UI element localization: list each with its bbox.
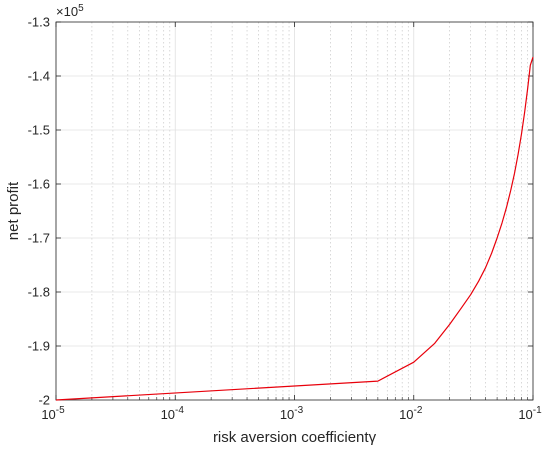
series-line — [55, 56, 534, 401]
y-axis-multiplier: ×105 — [56, 3, 84, 19]
x-tick-label-base: 10 — [280, 407, 294, 422]
series-layer — [55, 56, 534, 401]
y-tick-label: -1.3 — [28, 15, 50, 30]
grid-layer — [55, 22, 534, 400]
x-tick-label-exponent: -3 — [294, 405, 303, 416]
x-tick-label-exponent: -5 — [56, 405, 65, 416]
y-tick-label: -1.4 — [28, 69, 50, 84]
y-multiplier-exponent: 5 — [78, 3, 84, 14]
x-tick-label: 10-2 — [399, 405, 423, 422]
y-tick-label: -1.5 — [28, 123, 50, 138]
y-tick-label: -1.7 — [28, 231, 50, 246]
x-tick-label-exponent: -4 — [175, 405, 184, 416]
y-axis-label: net profit — [5, 181, 22, 240]
x-axis-label: risk aversion coefficientγ — [213, 429, 377, 446]
x-tick-label: 10-4 — [161, 405, 185, 422]
y-multiplier-base: ×10 — [56, 4, 78, 19]
y-tick-label: -1.9 — [28, 339, 50, 354]
x-tick-label: 10-5 — [41, 405, 65, 422]
y-tick-label: -2 — [38, 393, 50, 408]
x-tick-label-exponent: -1 — [533, 405, 542, 416]
y-tick-label: -1.6 — [28, 177, 50, 192]
x-tick-label-base: 10 — [41, 407, 55, 422]
label-layer: risk aversion coefficientγ net profit ×1… — [5, 3, 377, 446]
y-tick-label: -1.8 — [28, 285, 50, 300]
x-tick-label: 10-1 — [518, 405, 542, 422]
x-tick-label-exponent: -2 — [414, 405, 423, 416]
x-tick-label-base: 10 — [399, 407, 413, 422]
x-tick-label-base: 10 — [518, 407, 532, 422]
x-tick-label: 10-3 — [280, 405, 304, 422]
x-tick-label-base: 10 — [161, 407, 175, 422]
tick-layer: 10-5 10-4 10-3 10-2 10-1-2-1.9-1.8-1.7-1.6-1… — [28, 15, 543, 423]
